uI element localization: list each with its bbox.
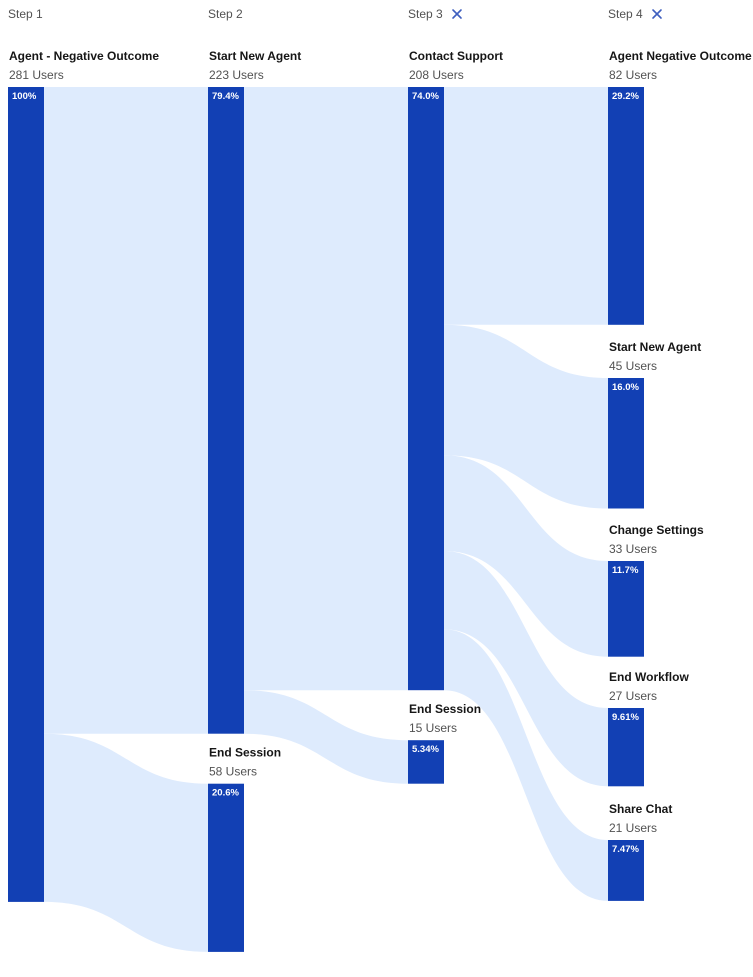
flow-link[interactable] (444, 551, 608, 787)
node-users: 45 Users (609, 359, 657, 373)
node-bar[interactable] (408, 87, 444, 691)
step-label: Step 3 (408, 7, 443, 21)
node-name: End Workflow (609, 670, 689, 684)
node-users: 33 Users (609, 542, 657, 556)
node-bar[interactable] (608, 87, 644, 325)
flow-link[interactable] (244, 690, 408, 784)
node-percent: 16.0% (612, 382, 639, 393)
node-users: 27 Users (609, 689, 657, 703)
step-label: Step 4 (608, 7, 643, 21)
node-percent: 9.61% (612, 712, 639, 723)
flow-link[interactable] (44, 733, 208, 952)
node-name: Start New Agent (209, 49, 301, 63)
flow-links (44, 87, 608, 952)
close-icon[interactable] (650, 7, 664, 21)
node-users: 82 Users (609, 68, 657, 82)
node-users: 21 Users (609, 821, 657, 835)
node-bar[interactable] (608, 708, 644, 787)
node-name: Share Chat (609, 802, 672, 816)
node-bar[interactable] (608, 561, 644, 657)
node-users: 281 Users (9, 68, 64, 82)
flow-link[interactable] (444, 455, 608, 657)
node-percent: 7.47% (612, 844, 639, 855)
node-users: 208 Users (409, 68, 464, 82)
flow-link[interactable] (44, 87, 208, 734)
flow-link[interactable] (244, 87, 408, 691)
node-percent: 79.4% (212, 91, 239, 102)
node-users: 223 Users (209, 68, 264, 82)
node-labels: 100% 281 Users Agent - Negative Outcome 79.… (9, 49, 752, 855)
flow-link[interactable] (444, 629, 608, 901)
close-icon[interactable] (450, 7, 464, 21)
node-bar[interactable] (608, 378, 644, 509)
node-percent: 74.0% (412, 91, 439, 102)
step-label: Step 1 (8, 7, 43, 21)
node-bar[interactable] (208, 87, 244, 734)
node-name: Change Settings (609, 523, 704, 537)
node-percent: 29.2% (612, 91, 639, 102)
node-name: Contact Support (409, 49, 503, 63)
node-percent: 20.6% (212, 788, 239, 799)
node-bar[interactable] (208, 783, 244, 952)
node-users: 58 Users (209, 765, 257, 779)
node-percent: 11.7% (612, 565, 639, 576)
node-name: End Session (209, 746, 281, 760)
flow-link[interactable] (444, 87, 608, 325)
node-users: 15 Users (409, 721, 457, 735)
step-label: Step 2 (208, 7, 243, 21)
node-name: Agent - Negative Outcome (9, 49, 159, 63)
node-percent: 5.34% (412, 744, 439, 755)
node-bar[interactable] (608, 840, 644, 901)
node-name: Agent Negative Outcome (609, 49, 752, 63)
flow-link[interactable] (444, 324, 608, 509)
step-nodes (8, 87, 644, 952)
step-headers: Step 1 Step 2 Step 3 Step 4 (8, 7, 664, 21)
node-bar[interactable] (8, 87, 44, 902)
node-bar[interactable] (408, 740, 444, 784)
node-percent: 100% (12, 91, 37, 102)
node-name: Start New Agent (609, 340, 701, 354)
node-name: End Session (409, 702, 481, 716)
